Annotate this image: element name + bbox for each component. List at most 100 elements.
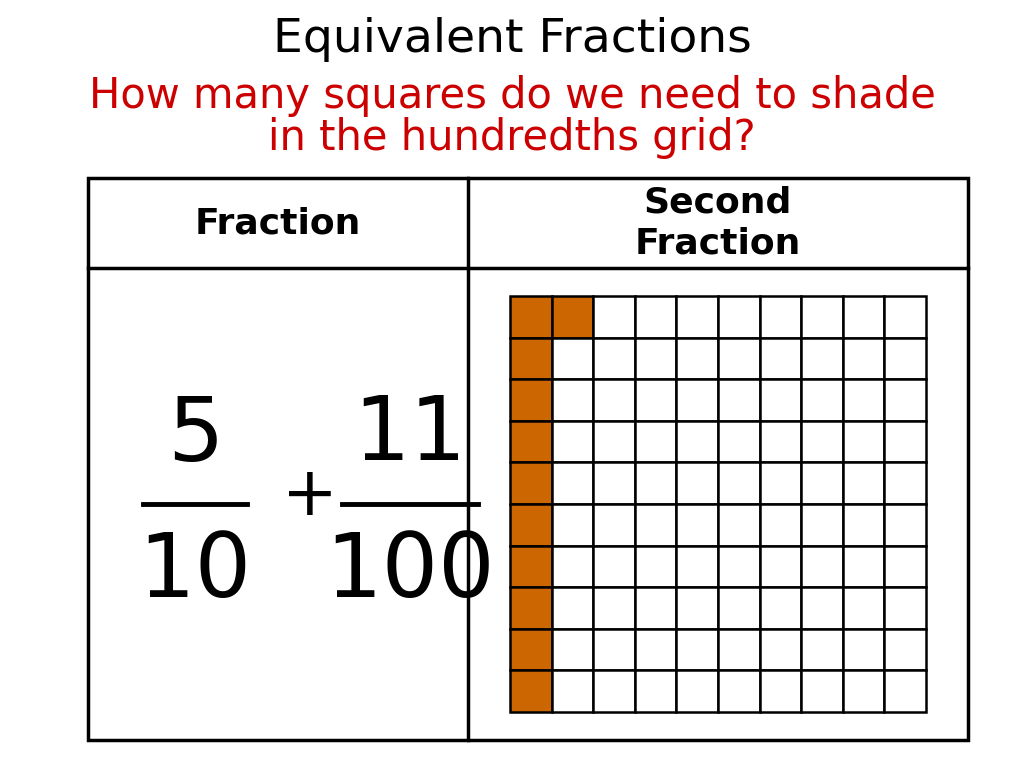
Bar <box>718 338 760 379</box>
Bar <box>843 504 885 545</box>
Bar <box>801 338 843 379</box>
Bar <box>885 588 926 629</box>
Bar <box>801 670 843 712</box>
Bar <box>677 338 718 379</box>
Bar <box>552 421 593 462</box>
Bar <box>843 670 885 712</box>
Bar <box>510 421 552 462</box>
Bar <box>760 379 801 421</box>
Bar <box>801 421 843 462</box>
Bar <box>885 296 926 338</box>
Bar <box>552 588 593 629</box>
Bar <box>843 588 885 629</box>
Bar <box>885 545 926 588</box>
Bar <box>760 296 801 338</box>
Bar <box>843 462 885 504</box>
Bar <box>677 421 718 462</box>
Bar <box>843 338 885 379</box>
Bar <box>635 296 677 338</box>
Bar <box>885 338 926 379</box>
Bar <box>510 545 552 588</box>
Bar <box>718 670 760 712</box>
Bar <box>593 296 635 338</box>
Bar <box>801 629 843 670</box>
Bar <box>677 670 718 712</box>
Bar <box>593 338 635 379</box>
Bar <box>635 588 677 629</box>
Bar <box>885 504 926 545</box>
Bar <box>885 379 926 421</box>
Bar <box>635 379 677 421</box>
Bar <box>718 504 760 545</box>
Bar <box>718 379 760 421</box>
Bar <box>593 545 635 588</box>
Text: Second
Fraction: Second Fraction <box>635 186 801 260</box>
Bar <box>593 670 635 712</box>
Text: +: + <box>283 463 338 529</box>
Bar <box>593 421 635 462</box>
Bar <box>760 588 801 629</box>
Bar <box>801 379 843 421</box>
Bar <box>510 462 552 504</box>
Bar <box>593 588 635 629</box>
Bar <box>801 588 843 629</box>
Bar <box>718 421 760 462</box>
Bar <box>635 629 677 670</box>
Bar <box>801 462 843 504</box>
Bar <box>801 504 843 545</box>
Text: 5: 5 <box>167 392 223 479</box>
Bar <box>510 588 552 629</box>
Bar <box>677 588 718 629</box>
Bar <box>718 588 760 629</box>
Bar <box>801 545 843 588</box>
Bar <box>843 629 885 670</box>
Bar <box>885 629 926 670</box>
Bar <box>552 629 593 670</box>
Bar <box>552 296 593 338</box>
Bar <box>760 338 801 379</box>
Text: Equivalent Fractions: Equivalent Fractions <box>272 18 752 62</box>
Bar <box>635 545 677 588</box>
Bar <box>718 462 760 504</box>
Bar <box>677 629 718 670</box>
Bar <box>760 462 801 504</box>
Bar <box>760 504 801 545</box>
Text: in the hundredths grid?: in the hundredths grid? <box>268 117 756 159</box>
Text: 100: 100 <box>326 528 495 615</box>
Bar <box>510 629 552 670</box>
Bar <box>510 338 552 379</box>
Bar <box>843 421 885 462</box>
Bar <box>843 545 885 588</box>
Text: Fraction: Fraction <box>195 206 361 240</box>
Bar <box>510 296 552 338</box>
Bar <box>510 670 552 712</box>
Bar <box>552 545 593 588</box>
Bar <box>718 545 760 588</box>
Bar <box>677 296 718 338</box>
Bar <box>552 379 593 421</box>
Bar <box>593 504 635 545</box>
Bar <box>510 504 552 545</box>
Bar <box>718 296 760 338</box>
Text: How many squares do we need to shade: How many squares do we need to shade <box>88 75 936 117</box>
Bar <box>635 462 677 504</box>
Bar <box>593 629 635 670</box>
Bar <box>843 296 885 338</box>
Bar <box>677 545 718 588</box>
Bar <box>593 379 635 421</box>
Text: 10: 10 <box>138 528 252 615</box>
Bar <box>801 296 843 338</box>
Bar <box>635 670 677 712</box>
Bar <box>885 462 926 504</box>
Bar <box>552 504 593 545</box>
Bar <box>760 670 801 712</box>
Bar <box>760 421 801 462</box>
Bar <box>552 462 593 504</box>
Bar <box>635 504 677 545</box>
Bar <box>88 178 968 740</box>
Bar <box>677 379 718 421</box>
Bar <box>885 421 926 462</box>
Bar <box>760 545 801 588</box>
Text: 11: 11 <box>353 392 467 479</box>
Bar <box>635 421 677 462</box>
